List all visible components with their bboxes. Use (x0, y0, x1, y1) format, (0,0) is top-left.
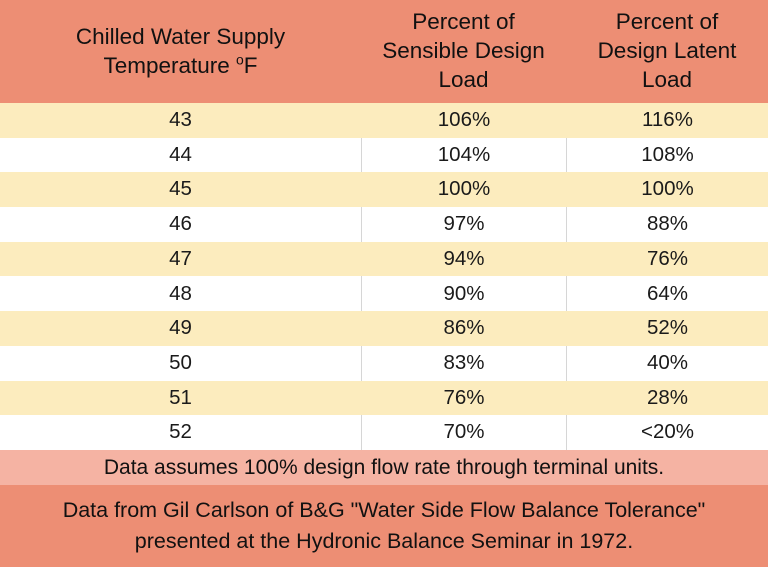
cell-sensible: 86% (443, 316, 485, 340)
cell-sensible: 83% (361, 345, 566, 381)
column-header-temperature-line-2: Temperature oF (103, 50, 258, 78)
degree-symbol: o (236, 50, 244, 67)
table-row: 45 100% 100% (0, 172, 768, 208)
cell-latent: 64% (566, 276, 768, 312)
table-source-line-1: Data from Gil Carlson of B&G "Water Side… (62, 498, 706, 523)
cell-sensible: 104% (361, 137, 566, 173)
cell-temperature: 49 (169, 316, 192, 340)
table-row: 44 104% 108% (0, 137, 768, 173)
column-header-latent-line-3: Load (641, 66, 693, 92)
cell-latent: 88% (566, 207, 768, 242)
cell-sensible: 70% (361, 415, 566, 450)
table-header-row: Chilled Water Supply Temperature oF Perc… (0, 0, 768, 103)
column-header-sensible-line-2: Sensible Design (382, 38, 545, 64)
column-header-sensible: Percent of Sensible Design Load (361, 8, 566, 94)
table-row: 47 94% 76% (0, 241, 768, 277)
cell-temperature: 51 (169, 385, 192, 409)
column-header-temperature: Chilled Water Supply Temperature oF (0, 23, 361, 81)
column-header-sensible-line-1: Percent of (412, 9, 515, 35)
cell-sensible: 100% (437, 177, 491, 201)
cell-temperature: 48 (169, 281, 192, 305)
cell-sensible: 90% (361, 276, 566, 312)
cell-temperature: 47 (169, 246, 192, 270)
cell-temperature: 52 (169, 420, 192, 444)
cell-temperature: 45 (169, 177, 192, 201)
cell-latent: 116% (642, 108, 693, 132)
cell-sensible: 97% (361, 207, 566, 242)
cell-latent: 100% (641, 177, 694, 201)
table-row: 43 106% 116% (0, 103, 768, 138)
cell-latent: <20% (566, 415, 768, 450)
table-row: 49 86% 52% (0, 311, 768, 346)
cell-sensible: 94% (443, 246, 485, 270)
cell-latent: 76% (646, 246, 689, 270)
cell-temperature: 50 (169, 350, 192, 374)
cell-sensible: 106% (437, 108, 491, 132)
table-source-line-2: presented at the Hydronic Balance Semina… (134, 528, 634, 553)
column-header-temperature-line-1: Chilled Water Supply (75, 23, 286, 49)
table-source-text: Data from Gil Carlson of B&G "Water Side… (63, 495, 706, 556)
cell-latent: 108% (566, 137, 768, 173)
table-row: 52 70% <20% (0, 415, 768, 450)
cell-latent: 40% (566, 345, 768, 381)
cell-temperature: 46 (169, 212, 192, 236)
column-header-sensible-line-3: Load (438, 66, 489, 92)
cell-latent: 52% (646, 316, 689, 340)
column-header-latent-line-2: Design Latent (597, 38, 737, 64)
table-source-row: Data from Gil Carlson of B&G "Water Side… (0, 484, 768, 567)
column-header-latent: Percent of Design Latent Load (566, 8, 768, 94)
table-row: 51 76% 28% (0, 380, 768, 416)
table-row: 46 97% 88% (0, 207, 768, 242)
table-body: 43 106% 116% 44 104% 108% 45 100% 100% 46 97% 88% 47… (0, 103, 768, 450)
table-row: 50 83% 40% (0, 345, 768, 381)
cell-temperature: 43 (169, 108, 192, 132)
cell-temperature: 44 (169, 142, 192, 166)
cell-sensible: 76% (443, 385, 485, 409)
table-footnote-row: Data assumes 100% design flow rate throu… (0, 449, 768, 485)
table-row: 48 90% 64% (0, 276, 768, 312)
cell-latent: 28% (646, 385, 689, 409)
column-header-latent-line-1: Percent of (615, 9, 719, 35)
table-footnote-text: Data assumes 100% design flow rate throu… (103, 455, 665, 479)
